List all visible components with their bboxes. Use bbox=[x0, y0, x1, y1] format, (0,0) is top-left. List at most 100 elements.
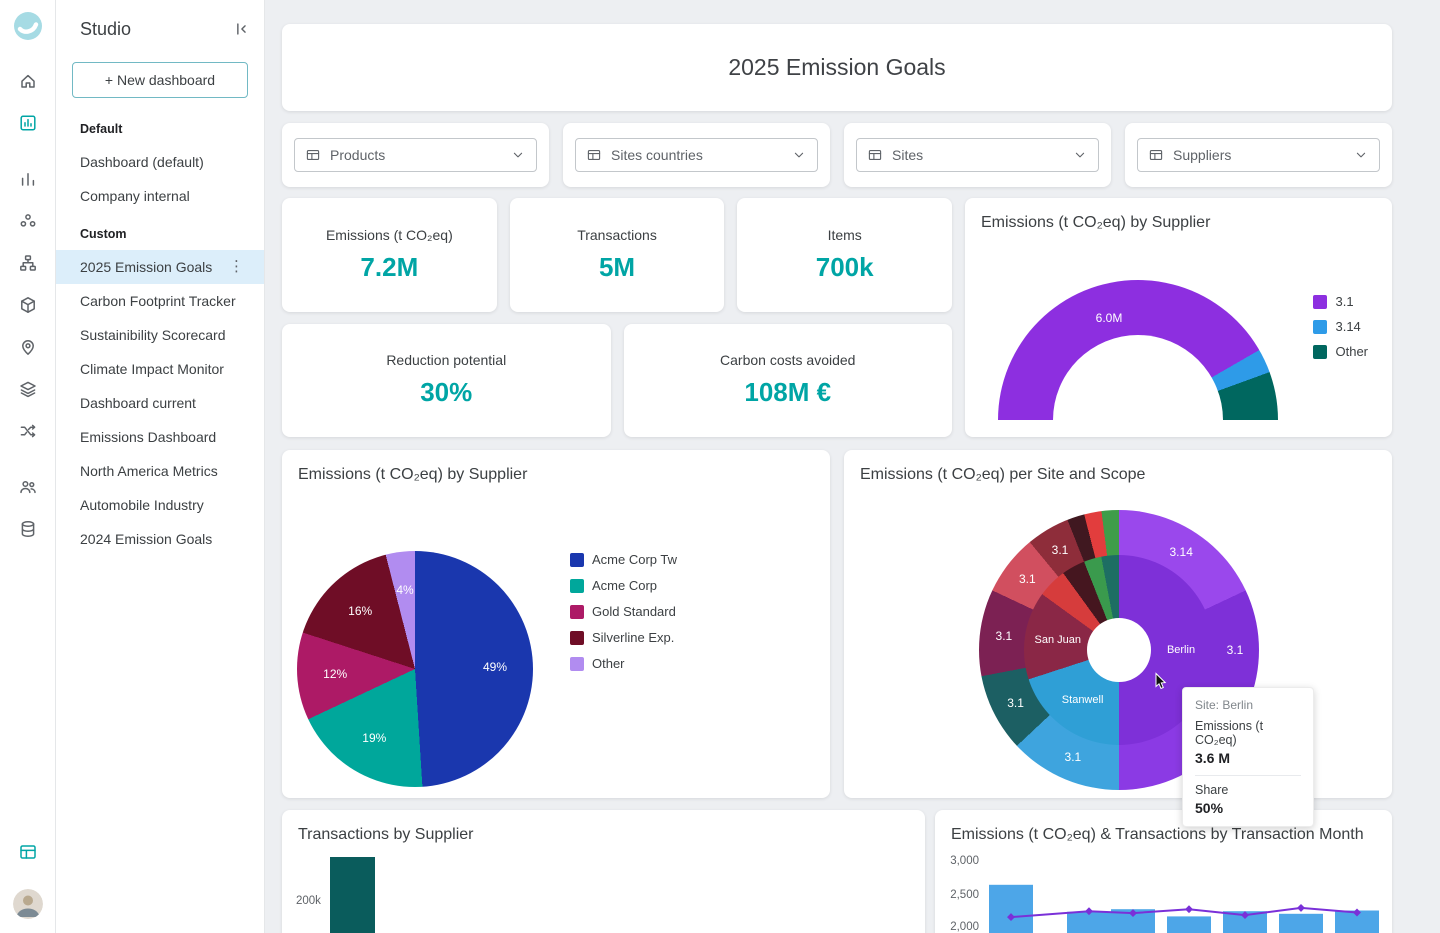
bar-chart-icon[interactable] bbox=[8, 159, 48, 199]
legend-swatch bbox=[1313, 345, 1327, 359]
filter-card-suppliers: Suppliers bbox=[1125, 123, 1392, 187]
legend-item[interactable]: Acme Corp Tw bbox=[570, 552, 677, 567]
nav-item-sustainability-scorecard[interactable]: Sustainibility Scorecard bbox=[56, 318, 264, 352]
hierarchy-icon[interactable] bbox=[8, 243, 48, 283]
filter-card-sites: Sites bbox=[844, 123, 1111, 187]
app-title: Studio bbox=[80, 19, 131, 40]
y-axis-tick: 2,500 bbox=[943, 889, 979, 901]
pie-legend: Acme Corp Tw Acme Corp Gold Standard Sil… bbox=[570, 552, 677, 671]
dashboards-icon[interactable] bbox=[8, 103, 48, 143]
nav-item-company-internal[interactable]: Company internal bbox=[56, 179, 264, 213]
kpi-value: 5M bbox=[599, 252, 635, 283]
legend-label: 3.14 bbox=[1335, 319, 1360, 334]
more-options-icon[interactable]: ⋮ bbox=[229, 258, 244, 276]
mouse-cursor bbox=[1152, 672, 1170, 690]
nav-section-default: Default bbox=[56, 108, 264, 145]
kpi-transactions: Transactions 5M bbox=[510, 198, 725, 312]
transactions-bar-chart-card: Transactions by Supplier 200k bbox=[282, 810, 925, 933]
select-value: Products bbox=[330, 147, 385, 163]
legend-item[interactable]: Other bbox=[570, 656, 677, 671]
nav-item-carbon-footprint-tracker[interactable]: Carbon Footprint Tracker bbox=[56, 284, 264, 318]
legend-label: Other bbox=[1335, 344, 1368, 359]
kpi-items: Items 700k bbox=[737, 198, 952, 312]
app-logo[interactable] bbox=[12, 10, 44, 42]
legend-swatch bbox=[570, 605, 584, 619]
y-axis-tick: 2,000 bbox=[943, 921, 979, 933]
sites-select[interactable]: Sites bbox=[856, 138, 1099, 172]
nav-item-label: 2025 Emission Goals bbox=[80, 259, 212, 275]
users-icon[interactable] bbox=[8, 467, 48, 507]
chart-title: Emissions (t CO₂eq) by Supplier bbox=[981, 214, 1376, 232]
legend-item[interactable]: 3.14 bbox=[1313, 319, 1368, 334]
pie-chart-card: Emissions (t CO₂eq) by Supplier 49%19%12… bbox=[282, 450, 830, 798]
collapse-sidebar-icon[interactable] bbox=[232, 20, 250, 38]
sites-countries-select[interactable]: Sites countries bbox=[575, 138, 818, 172]
tooltip-share-value: 50% bbox=[1195, 800, 1301, 816]
select-value: Sites bbox=[892, 147, 923, 163]
chevron-down-icon bbox=[1072, 147, 1088, 163]
legend-label: Acme Corp bbox=[592, 578, 657, 593]
legend-label: Gold Standard bbox=[592, 604, 676, 619]
dashboard-title-card: 2025 Emission Goals bbox=[282, 24, 1392, 111]
chart-title: Emissions (t CO₂eq) & Transactions by Tr… bbox=[951, 826, 1376, 844]
nav-item-dashboard-default[interactable]: Dashboard (default) bbox=[56, 145, 264, 179]
nav-item-north-america-metrics[interactable]: North America Metrics bbox=[56, 454, 264, 488]
legend-swatch bbox=[570, 657, 584, 671]
chevron-down-icon bbox=[1353, 147, 1369, 163]
database-icon[interactable] bbox=[8, 509, 48, 549]
tooltip-divider bbox=[1195, 775, 1301, 776]
gauge-chart-card: Emissions (t CO₂eq) by Supplier 6.0M 3.1… bbox=[965, 198, 1392, 437]
layout-icon[interactable] bbox=[8, 832, 48, 872]
new-dashboard-button[interactable]: + New dashboard bbox=[72, 62, 248, 98]
combo-chart-card: Emissions (t CO₂eq) & Transactions by Tr… bbox=[935, 810, 1392, 933]
filter-card-products: Products bbox=[282, 123, 549, 187]
select-value: Suppliers bbox=[1173, 147, 1231, 163]
chart-title: Transactions by Supplier bbox=[298, 826, 909, 844]
nav-item-2024-emission-goals[interactable]: 2024 Emission Goals bbox=[56, 522, 264, 556]
nav-item-2025-emission-goals[interactable]: 2025 Emission Goals ⋮ bbox=[56, 250, 264, 284]
page-title: 2025 Emission Goals bbox=[728, 54, 945, 81]
legend-item[interactable]: Other bbox=[1313, 344, 1368, 359]
legend-item[interactable]: 3.1 bbox=[1313, 294, 1368, 309]
location-icon[interactable] bbox=[8, 327, 48, 367]
field-icon bbox=[586, 147, 602, 163]
package-icon[interactable] bbox=[8, 285, 48, 325]
gauge-legend: 3.1 3.14 Other bbox=[1313, 294, 1368, 359]
legend-label: Other bbox=[592, 656, 625, 671]
filter-bar: Products Sites countries Sites bbox=[282, 123, 1392, 187]
legend-item[interactable]: Gold Standard bbox=[570, 604, 677, 619]
products-select[interactable]: Products bbox=[294, 138, 537, 172]
home-icon[interactable] bbox=[8, 61, 48, 101]
chevron-down-icon bbox=[791, 147, 807, 163]
kpi-label: Emissions (t CO₂eq) bbox=[326, 227, 453, 243]
tooltip-share-label: Share bbox=[1195, 783, 1301, 797]
main-content: 2025 Emission Goals Products Sites count… bbox=[265, 0, 1440, 933]
kpi-label: Reduction potential bbox=[386, 352, 506, 368]
tooltip-metric: Emissions (t CO₂eq) bbox=[1195, 719, 1301, 747]
pie-chart[interactable]: 49%19%12%16%4% bbox=[297, 551, 533, 787]
half-donut-chart[interactable]: 6.0M bbox=[998, 280, 1278, 420]
legend-item[interactable]: Silverline Exp. bbox=[570, 630, 677, 645]
kpi-zone: Emissions (t CO₂eq) 7.2M Transactions 5M… bbox=[282, 198, 1392, 437]
nav-item-dashboard-current[interactable]: Dashboard current bbox=[56, 386, 264, 420]
user-avatar[interactable] bbox=[13, 889, 43, 919]
filter-card-sites-countries: Sites countries bbox=[563, 123, 830, 187]
chart-title: Emissions (t CO₂eq) per Site and Scope bbox=[860, 466, 1376, 484]
legend-item[interactable]: Acme Corp bbox=[570, 578, 677, 593]
nav-item-emissions-dashboard[interactable]: Emissions Dashboard bbox=[56, 420, 264, 454]
bar[interactable] bbox=[330, 857, 375, 933]
tooltip-value: 3.6 M bbox=[1195, 750, 1301, 766]
nav-item-climate-impact-monitor[interactable]: Climate Impact Monitor bbox=[56, 352, 264, 386]
nav-section-custom: Custom bbox=[56, 213, 264, 250]
combo-chart[interactable] bbox=[989, 850, 1379, 933]
suppliers-select[interactable]: Suppliers bbox=[1137, 138, 1380, 172]
layers-icon[interactable] bbox=[8, 369, 48, 409]
groups-icon[interactable] bbox=[8, 201, 48, 241]
kpi-label: Transactions bbox=[577, 227, 657, 243]
kpi-value: 700k bbox=[816, 252, 874, 283]
shuffle-icon[interactable] bbox=[8, 411, 48, 451]
nav-item-automobile-industry[interactable]: Automobile Industry bbox=[56, 488, 264, 522]
legend-label: Acme Corp Tw bbox=[592, 552, 677, 567]
legend-swatch bbox=[570, 631, 584, 645]
legend-swatch bbox=[570, 553, 584, 567]
